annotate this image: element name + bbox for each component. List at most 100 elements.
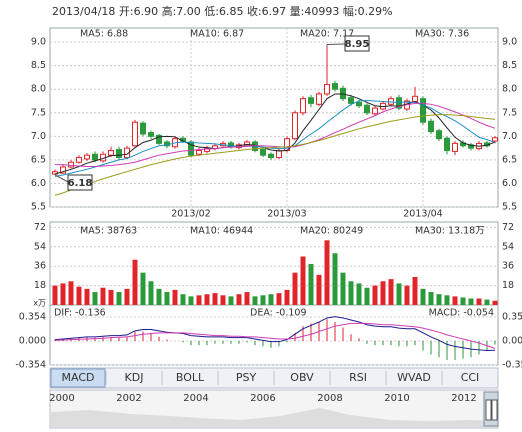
tab[interactable]: OBV (290, 371, 314, 384)
y-tick-label: 9.0 (31, 37, 46, 48)
volume-bar (180, 294, 186, 305)
tab[interactable]: BOLL (176, 371, 205, 384)
volume-bar (108, 289, 114, 305)
volume-bar (492, 300, 498, 305)
candle-body (140, 122, 146, 135)
x-tick-label: 2013/03 (267, 209, 306, 220)
candle-body (452, 142, 458, 152)
y-tick-label-right: 7.5 (502, 107, 517, 118)
y-tick-label: 0.000 (19, 336, 46, 347)
annotation-leader (54, 174, 69, 183)
volume-bar (212, 293, 218, 305)
volume-bar (100, 287, 106, 305)
volume-bar (268, 294, 274, 305)
volume-bar (300, 256, 306, 305)
candle-body (332, 83, 338, 90)
volume-bar (356, 283, 362, 305)
candle-body (276, 149, 282, 159)
volume-bar (84, 288, 90, 305)
tab-selected[interactable] (50, 368, 106, 388)
candle-body (196, 149, 202, 155)
volume-bar (428, 292, 434, 305)
candle-body (300, 98, 306, 114)
volume-bar (348, 281, 354, 305)
legend-entry: MA10: 6.87 (190, 29, 244, 40)
y-tick-label: 72 (34, 222, 46, 233)
volume-bar (52, 285, 58, 305)
tab[interactable]: PSY (236, 371, 257, 384)
volume-bar (244, 292, 250, 305)
y-tick-label: 8.0 (31, 84, 46, 95)
y-tick-label-right: 5.5 (502, 202, 517, 213)
volume-bar (116, 292, 122, 305)
volume-bar (172, 289, 178, 305)
volume-bar (196, 295, 202, 305)
tab[interactable]: KDJ (125, 371, 144, 384)
volume-bar (124, 288, 130, 305)
navigator-silhouette (51, 408, 497, 427)
dif-line (54, 316, 496, 351)
candle-body (420, 98, 426, 123)
y-tick-label: 7.0 (31, 131, 46, 142)
dea-line (54, 322, 496, 349)
y-tick-label-right: -0.354 (502, 360, 522, 371)
ma-line (54, 100, 496, 177)
y-tick-label: 0.354 (19, 312, 46, 323)
volume-bar (452, 296, 458, 305)
year-label: 2010 (384, 393, 409, 404)
ma-line (55, 102, 496, 167)
candle-body (116, 149, 122, 159)
volume-bar (188, 296, 194, 305)
volume-bar (444, 295, 450, 305)
volume-bar (468, 298, 474, 305)
volume-bar (284, 289, 290, 305)
legend-entry: MA20: 80249 (300, 226, 363, 237)
y-tick-label: 36 (34, 261, 46, 272)
indicator-label: DEA: -0.109 (250, 308, 307, 319)
volume-bar (436, 294, 442, 305)
volume-bar (484, 299, 490, 305)
y-tick-label: 6.0 (31, 178, 46, 189)
tab[interactable]: MACD (62, 371, 95, 384)
volume-bar (260, 295, 266, 305)
tab[interactable]: RSI (349, 371, 367, 384)
volume-bar (236, 294, 242, 305)
x-tick-label: 2013/02 (171, 209, 210, 220)
ma-line (54, 93, 496, 175)
y-tick-label-right: 6.5 (502, 154, 517, 165)
tab[interactable]: CCI (461, 371, 480, 384)
volume-bar (324, 240, 330, 305)
y-tick-label-right: 54 (502, 241, 514, 252)
volume-bar (132, 259, 138, 305)
candle-body (132, 121, 138, 147)
volume-bar (396, 283, 402, 305)
volume-bar (148, 281, 154, 305)
volume-bar (404, 285, 410, 305)
volume-bar (388, 279, 394, 305)
y-tick-label-right: 8.5 (502, 60, 517, 71)
tab[interactable]: WVAD (397, 371, 431, 384)
candle-body (268, 153, 274, 159)
y-tick-label: 7.5 (31, 107, 46, 118)
volume-bar (332, 253, 338, 305)
candle-body (60, 166, 66, 174)
legend-entry: MA10: 46944 (190, 226, 253, 237)
candle-body (412, 95, 418, 102)
year-label: 2004 (183, 393, 208, 404)
y-tick-label: 5.5 (31, 202, 46, 213)
navigator-handle[interactable] (485, 399, 492, 421)
volume-bar (228, 296, 234, 305)
candle-body (444, 137, 450, 151)
y-tick-label: 18 (34, 280, 46, 291)
legend-entry: MA5: 38763 (80, 226, 137, 237)
candle-body (292, 112, 298, 140)
volume-bar (76, 286, 82, 305)
navigator-handle[interactable] (491, 399, 498, 421)
volume-bar (220, 295, 226, 305)
y-tick-label-right: 6.0 (502, 178, 517, 189)
volume-bar (164, 292, 170, 305)
y-tick-label-right: 7.0 (502, 131, 517, 142)
candle-body (356, 101, 362, 107)
volume-bar (60, 283, 66, 305)
